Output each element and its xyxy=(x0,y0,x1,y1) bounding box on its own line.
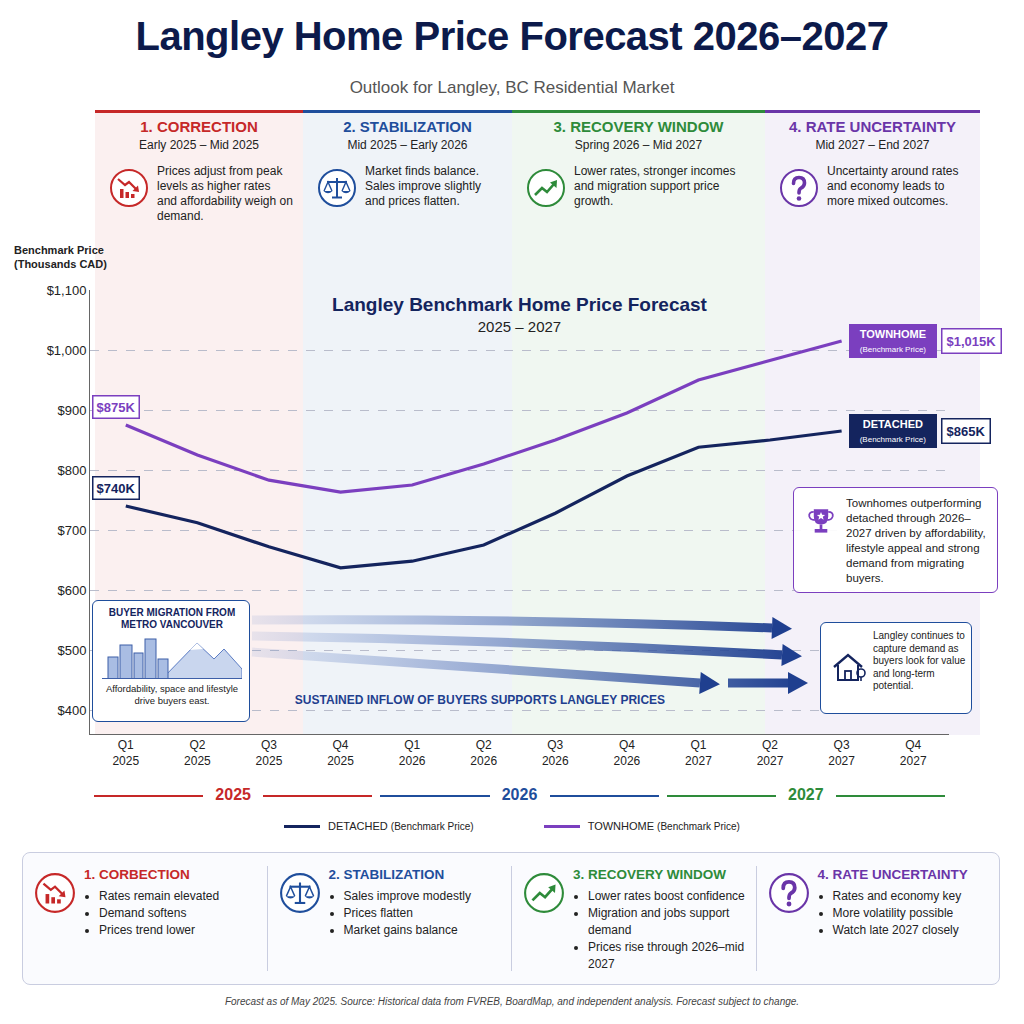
svg-text:Q32027: Q32027 xyxy=(828,738,855,768)
html-text:4. RATE UNCERTAINTY: 4. RATE UNCERTAINTY xyxy=(789,118,956,135)
html-text:Uncertainty around rates and e: Uncertainty around rates and economy lea… xyxy=(827,164,959,208)
svg-text:$875K: $875K xyxy=(97,400,136,415)
svg-text:$500: $500 xyxy=(57,643,86,658)
svg-text:Q12027: Q12027 xyxy=(685,738,712,768)
svg-text:Q32026: Q32026 xyxy=(542,738,569,768)
svg-text:$900: $900 xyxy=(57,403,86,418)
html-text:3. RECOVERY WINDOW: 3. RECOVERY WINDOW xyxy=(573,867,726,882)
html-text:2. STABILIZATION: 2. STABILIZATION xyxy=(343,118,472,135)
html-text:Spring 2026 – Mid 2027: Spring 2026 – Mid 2027 xyxy=(574,138,703,152)
svg-text:$800: $800 xyxy=(57,463,86,478)
svg-text:Q22027: Q22027 xyxy=(757,738,784,768)
html-text:Early 2025 – Mid 2025: Early 2025 – Mid 2025 xyxy=(139,138,259,152)
svg-text:Q12025: Q12025 xyxy=(112,738,139,768)
html-text:BUYER MIGRATION FROM METRO VAN: BUYER MIGRATION FROM METRO VANCOUVER xyxy=(108,607,236,630)
html-text:Prices flatten: Prices flatten xyxy=(343,906,413,920)
html-text:Langley continues to capture d: Langley continues to capture demand as b… xyxy=(873,630,966,691)
svg-text:Q42026: Q42026 xyxy=(614,738,641,768)
svg-text:Q12026: Q12026 xyxy=(399,738,426,768)
html-text:1. CORBECTION: 1. CORBECTION xyxy=(84,867,190,882)
svg-text:$400: $400 xyxy=(57,703,86,718)
svg-text:Q22026: Q22026 xyxy=(470,738,497,768)
html-text:Prices rise through 2026–mid 2: Prices rise through 2026–mid 2027 xyxy=(588,940,745,971)
html-text:TOWNHOME (Benchmark Price): TOWNHOME (Benchmark Price) xyxy=(587,820,740,832)
html-text:Sales improve modestly: Sales improve modestly xyxy=(343,889,471,903)
html-text:Market finds balance. Sales im: Market finds balance. Sales improve slig… xyxy=(365,164,481,208)
svg-text:Q42025: Q42025 xyxy=(327,738,354,768)
svg-text:Q32025: Q32025 xyxy=(256,738,283,768)
html-text:Rates remain elevated: Rates remain elevated xyxy=(99,889,220,903)
html-text:3. RECOVERY WINDOW: 3. RECOVERY WINDOW xyxy=(553,118,724,135)
html-text:More volatility possible: More volatility possible xyxy=(832,906,954,920)
svg-text:$1,015K: $1,015K xyxy=(947,334,997,349)
html-text:Forecast as of May 2025. Sourc: Forecast as of May 2025. Source: Histori… xyxy=(224,996,800,1007)
html-text:4. RATE UNCERTAINTY: 4. RATE UNCERTAINTY xyxy=(817,867,968,882)
svg-text:$700: $700 xyxy=(57,523,86,538)
svg-text:Q42027: Q42027 xyxy=(900,738,927,768)
html-text:Prices adjust from peak levels: Prices adjust from peak levels as higher… xyxy=(157,164,293,223)
html-text:Market gains balance: Market gains balance xyxy=(343,923,458,937)
html-text:SUSTAINED INFLOW OF BUYERS SUP: SUSTAINED INFLOW OF BUYERS SUPPORTS LANG… xyxy=(294,693,666,707)
svg-text:$740K: $740K xyxy=(97,481,136,496)
html-text:Townhomes outperforming detach: Townhomes outperforming detached through… xyxy=(846,497,986,584)
svg-text:$600: $600 xyxy=(57,583,86,598)
html-text:Outlook for Langley, BC Reside: Outlook for Langley, BC Residential Mark… xyxy=(349,78,675,97)
html-text:Langley Home Price Forecast 20: Langley Home Price Forecast 2026–2027 xyxy=(135,14,889,58)
html-text:Demand softens: Demand softens xyxy=(99,906,187,920)
html-text:2025 – 2027: 2025 – 2027 xyxy=(477,318,562,335)
html-text:Mid 2027 – End 2027: Mid 2027 – End 2027 xyxy=(815,138,930,152)
html-text:Rates and economy key: Rates and economy key xyxy=(832,889,962,903)
html-text:Prices trend lower: Prices trend lower xyxy=(99,923,195,937)
svg-text:Q22025: Q22025 xyxy=(184,738,211,768)
html-text:2. STABILIZATION: 2. STABILIZATION xyxy=(328,867,445,882)
svg-text:$865K: $865K xyxy=(947,424,986,439)
svg-text:$1,000: $1,000 xyxy=(47,343,87,358)
html-text:1. CORRECTION: 1. CORRECTION xyxy=(140,118,258,135)
html-text:Lower rates boost confidence: Lower rates boost confidence xyxy=(588,889,745,903)
html-text:2025: 2025 xyxy=(215,786,251,803)
svg-text:TOWNHOME(Benchmark Price): TOWNHOME(Benchmark Price) xyxy=(860,328,927,354)
html-text:2027: 2027 xyxy=(788,786,824,803)
html-text:Langley Benchmark Home Price F: Langley Benchmark Home Price Forecast xyxy=(332,294,707,315)
html-text:Mid 2025 – Early 2026: Mid 2025 – Early 2026 xyxy=(347,138,468,152)
html-text:Benchmark Price (Thousands CAD: Benchmark Price (Thousands CAD) xyxy=(14,244,107,270)
svg-text:$1,100: $1,100 xyxy=(47,283,87,298)
html-text:Migration and jobs support dem: Migration and jobs support demand xyxy=(588,906,730,937)
html-text:2026: 2026 xyxy=(501,786,538,803)
html-text:Lower rates, stronger incomes: Lower rates, stronger incomes and migrat… xyxy=(574,164,736,208)
html-text:DETACHED (Benchmark Price): DETACHED (Benchmark Price) xyxy=(328,820,474,832)
svg-text:DETACHED(Benchmark Price): DETACHED(Benchmark Price) xyxy=(860,418,927,444)
html-text:Watch late 2027 closely: Watch late 2027 closely xyxy=(832,923,959,937)
html-text:Affordability, space and lifes: Affordability, space and lifestyle drive… xyxy=(105,683,239,706)
